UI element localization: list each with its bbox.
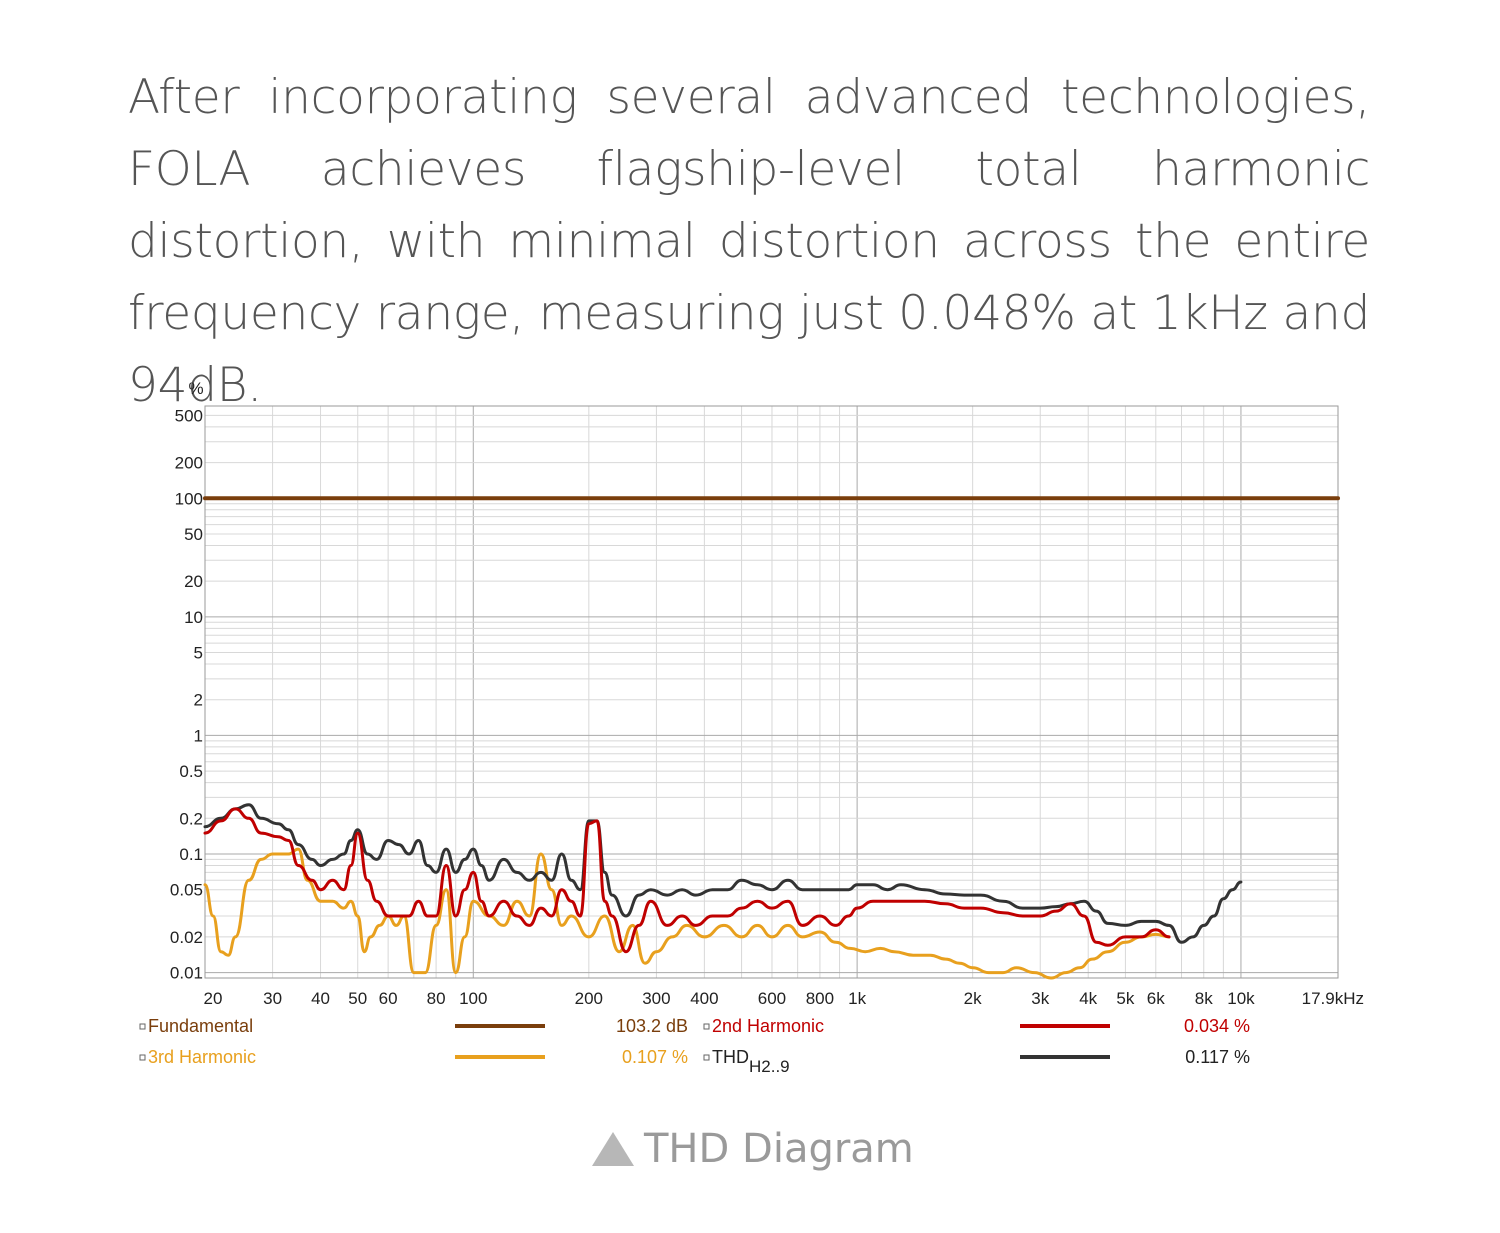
chart-caption: THD Diagram <box>592 1122 914 1176</box>
series-line-2nd-harmonic <box>203 807 1171 954</box>
legend-value: 0.107 % <box>622 1047 688 1067</box>
legend-label: 3rd Harmonic <box>148 1047 256 1067</box>
series-line-thd-h2-9 <box>203 803 1243 944</box>
series-line-3rd-harmonic <box>203 847 1171 980</box>
x-tick-label: 20 <box>204 989 223 1008</box>
checkbox-icon <box>703 1054 710 1061</box>
y-tick-label: 200 <box>175 454 203 473</box>
x-tick-label: 1k <box>848 989 866 1008</box>
x-tick-label: 17.9kHz <box>1302 989 1364 1008</box>
y-tick-label: 100 <box>175 489 203 508</box>
y-tick-label: 0.2 <box>179 809 203 828</box>
y-tick-label: 0.5 <box>179 762 203 781</box>
y-tick-label: 500 <box>175 406 203 425</box>
x-tick-label: 4k <box>1079 989 1097 1008</box>
x-tick-label: 10k <box>1227 989 1255 1008</box>
thd-chart: % 500 200 100 50 20 10 5 2 1 0.5 0.2 0.1 0.05 0.02 0.01… <box>139 379 1364 1076</box>
x-tick-label: 400 <box>690 989 718 1008</box>
checkbox-icon <box>139 1054 146 1061</box>
x-tick-label: 8k <box>1195 989 1213 1008</box>
x-tick-label: 100 <box>459 989 487 1008</box>
y-tick-label: 0.02 <box>170 928 203 947</box>
y-tick-label: 0.01 <box>170 964 203 983</box>
legend-label: 2nd Harmonic <box>712 1016 824 1036</box>
x-tick-label: 2k <box>964 989 982 1008</box>
plot-frame <box>204 405 1339 979</box>
y-axis-unit-label: % <box>188 379 203 398</box>
checkbox-icon <box>139 1023 146 1030</box>
y-tick-label: 0.1 <box>179 845 203 864</box>
legend-label-subscript: H2..9 <box>749 1057 790 1076</box>
y-tick-label: 0.05 <box>170 881 203 900</box>
x-tick-label: 5k <box>1116 989 1134 1008</box>
x-tick-label: 600 <box>758 989 786 1008</box>
y-tick-label: 20 <box>184 572 203 591</box>
legend-label: Fundamental <box>148 1016 253 1036</box>
x-tick-label: 80 <box>427 989 446 1008</box>
x-tick-label: 300 <box>642 989 670 1008</box>
x-tick-label: 800 <box>806 989 834 1008</box>
intro-paragraph: After incorporating several advanced tec… <box>128 70 1370 413</box>
checkbox-icon <box>703 1023 710 1030</box>
x-tick-label: 50 <box>348 989 367 1008</box>
x-tick-label: 60 <box>379 989 398 1008</box>
legend-value: 103.2 dB <box>616 1016 688 1036</box>
legend-value: 0.034 % <box>1184 1016 1250 1036</box>
y-tick-label: 10 <box>184 608 203 627</box>
x-tick-label: 200 <box>575 989 603 1008</box>
caption-text: THD Diagram <box>644 1126 914 1172</box>
triangle-up-icon <box>592 1132 634 1166</box>
x-tick-label: 3k <box>1031 989 1049 1008</box>
y-tick-label: 5 <box>194 644 203 663</box>
legend-label: THDH2..9 <box>712 1047 790 1076</box>
legend-value: 0.117 % <box>1185 1047 1250 1067</box>
x-tick-label: 6k <box>1147 989 1165 1008</box>
y-tick-label: 1 <box>194 726 203 745</box>
x-tick-label: 40 <box>311 989 330 1008</box>
y-tick-label: 2 <box>194 691 203 710</box>
y-tick-label: 50 <box>184 525 203 544</box>
x-tick-label: 30 <box>263 989 282 1008</box>
